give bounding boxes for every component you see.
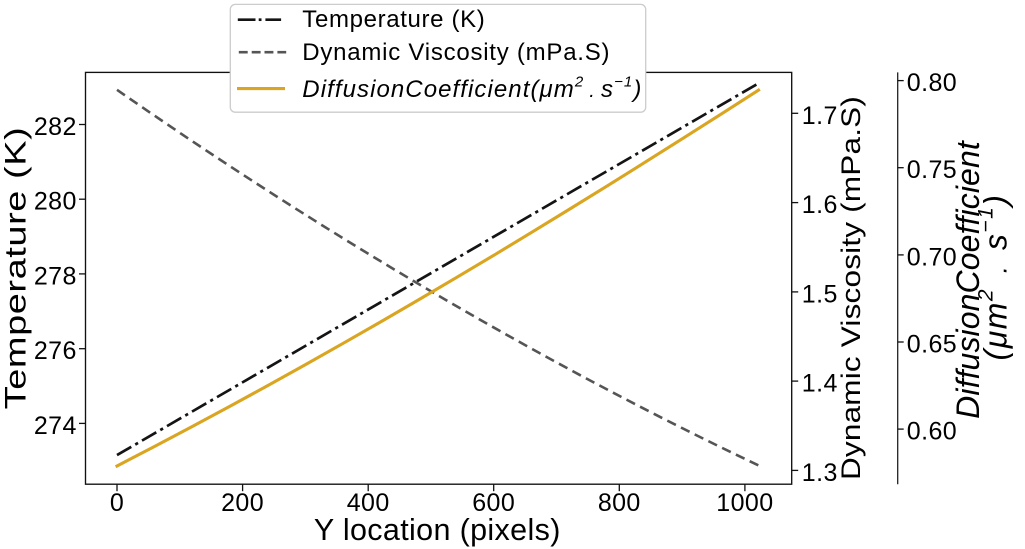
svg-text:Y location (pixels): Y location (pixels) — [314, 513, 561, 547]
svg-text:1000: 1000 — [716, 489, 773, 517]
svg-text:Dynamic Viscosity (mPa.S): Dynamic Viscosity (mPa.S) — [837, 96, 866, 480]
svg-text:400: 400 — [347, 489, 390, 517]
svg-text:1.7: 1.7 — [802, 102, 838, 130]
svg-text:0.80: 0.80 — [907, 69, 957, 97]
svg-text:0.75: 0.75 — [907, 156, 957, 184]
svg-text:278: 278 — [34, 262, 77, 290]
svg-text:Temperature (K): Temperature (K) — [0, 127, 33, 410]
svg-text:600: 600 — [472, 489, 515, 517]
svg-text:1.6: 1.6 — [802, 191, 838, 219]
svg-text:0: 0 — [110, 489, 124, 517]
svg-text:800: 800 — [598, 489, 641, 517]
svg-text:DiffusionCoefficient: DiffusionCoefficient — [950, 140, 986, 419]
svg-text:280: 280 — [34, 188, 77, 216]
svg-text:200: 200 — [221, 489, 264, 517]
svg-text:274: 274 — [34, 412, 77, 440]
svg-text:0.65: 0.65 — [907, 331, 957, 359]
svg-text:0.60: 0.60 — [907, 418, 957, 446]
svg-text:0.70: 0.70 — [907, 243, 957, 271]
svg-text:1.5: 1.5 — [802, 280, 838, 308]
svg-text:Dynamic Viscosity (mPa.S): Dynamic Viscosity (mPa.S) — [302, 39, 610, 66]
svg-text:Temperature (K): Temperature (K) — [302, 6, 485, 33]
svg-text:282: 282 — [34, 113, 77, 141]
svg-text:1.4: 1.4 — [802, 370, 838, 398]
svg-text:276: 276 — [34, 337, 77, 365]
svg-text:1.3: 1.3 — [802, 459, 838, 487]
